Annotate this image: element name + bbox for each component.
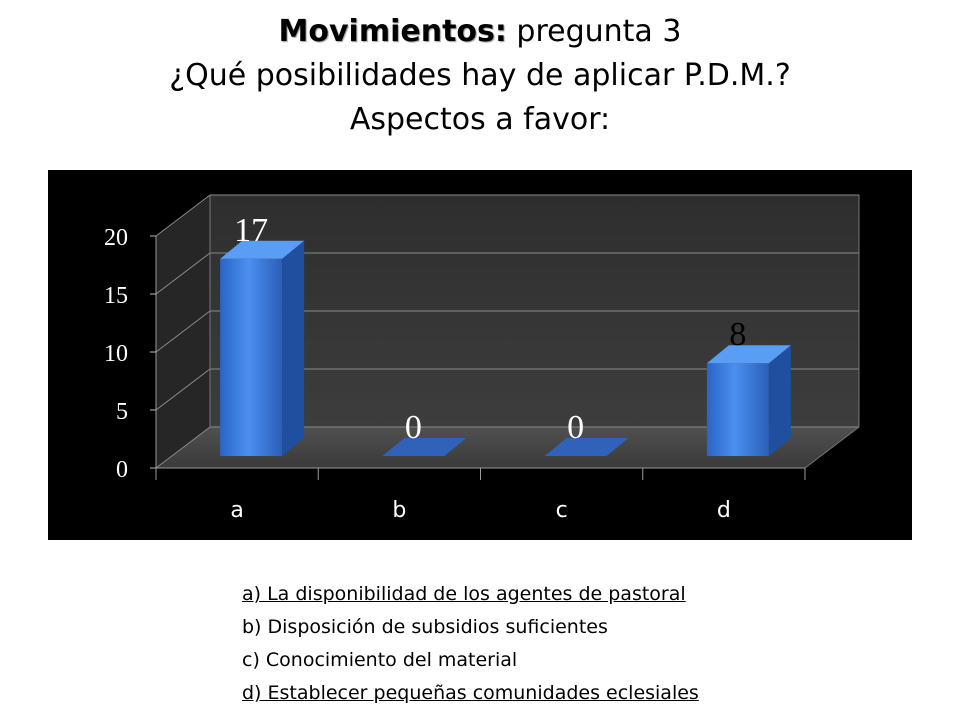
bar-b: [382, 438, 467, 456]
y-tick-label: 5: [116, 399, 128, 425]
legend-list: a) La disponibilidad de los agentes de p…: [242, 578, 699, 710]
gridline-side: [155, 194, 211, 237]
slide-title: Movimientos: pregunta 3 ¿Qué posibilidad…: [0, 10, 960, 142]
x-category-label: c: [556, 498, 568, 523]
bar-side: [282, 240, 305, 456]
chart-bars: [220, 240, 791, 456]
title-rest: pregunta 3: [506, 14, 682, 49]
gridline-side: [155, 310, 211, 353]
bar-a: [220, 240, 305, 456]
gridline-side: [155, 426, 211, 469]
chart-area: 0 5 10 15 20 17 0 0 8 a b c d: [48, 170, 912, 540]
bar-c: [544, 438, 629, 456]
x-category-label: a: [230, 498, 243, 523]
bar-side: [768, 345, 791, 456]
gridline-side: [155, 368, 211, 411]
bar-chart: 0 5 10 15 20 17 0 0 8 a b c d: [104, 194, 860, 523]
title-bold: Movimientos:: [278, 14, 507, 49]
floor-right-edge: [804, 426, 860, 469]
gridline-side: [155, 252, 211, 295]
y-tick-label: 0: [116, 457, 128, 483]
y-tick-label: 20: [104, 225, 128, 251]
x-category-label: b: [392, 498, 406, 523]
data-labels: 17 0 0 8: [234, 212, 746, 446]
x-axis-categories: a b c d: [155, 468, 806, 523]
title-line-2: ¿Qué posibilidades hay de aplicar P.D.M.…: [169, 58, 791, 93]
bar-top: [706, 345, 791, 364]
y-axis-ticks: 0 5 10 15 20: [104, 225, 156, 483]
title-line-1: Movimientos: pregunta 3: [0, 10, 960, 54]
bar-d: [706, 345, 791, 456]
bar-top: [220, 240, 305, 259]
data-label-d: 8: [729, 316, 746, 353]
data-label-b: 0: [405, 409, 422, 446]
bar-front: [220, 258, 283, 456]
floor: [156, 427, 859, 468]
y-tick-label: 10: [104, 341, 128, 367]
legend-item-b: b) Disposición de subsidios suficientes: [242, 616, 608, 638]
x-category-label: d: [717, 498, 731, 523]
legend-item-a: a) La disponibilidad de los agentes de p…: [242, 583, 686, 605]
data-label-a: 17: [234, 212, 268, 249]
title-line-3: Aspectos a favor:: [349, 102, 611, 137]
legend-item-d: d) Establecer pequeñas comunidades ecles…: [242, 682, 699, 704]
bar-front: [706, 363, 769, 456]
bar-top: [382, 438, 467, 456]
data-label-c: 0: [567, 409, 584, 446]
bar-top: [544, 438, 629, 456]
y-tick-label: 15: [104, 283, 128, 309]
legend-item-c: c) Conocimiento del material: [242, 649, 518, 671]
